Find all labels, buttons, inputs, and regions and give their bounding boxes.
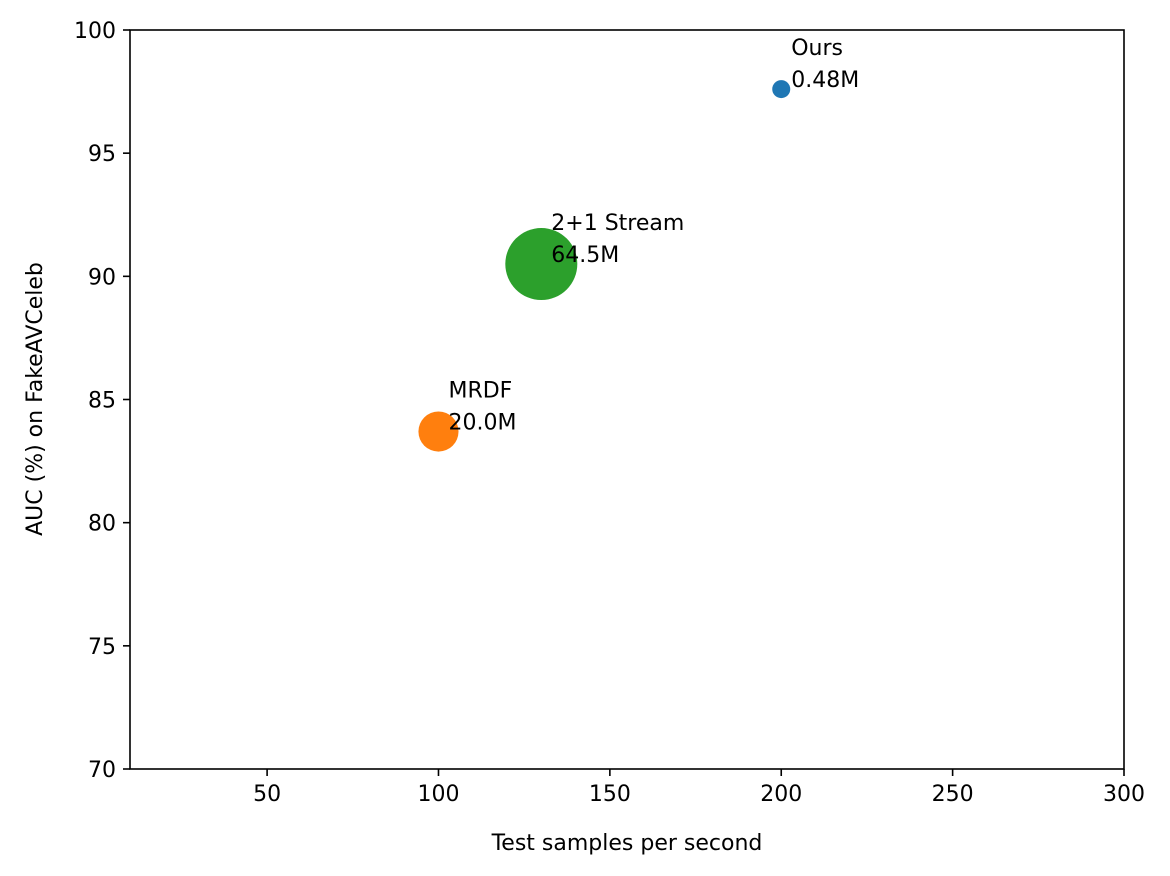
y-tick-label: 80: [88, 512, 116, 537]
x-axis-ticks: 50 100 150 200 250 300: [253, 769, 1145, 807]
x-tick-label: 50: [253, 782, 281, 807]
x-tick-label: 250: [932, 782, 974, 807]
y-tick-label: 85: [88, 389, 116, 414]
plot-frame: [129, 29, 1125, 770]
point-label-name: Ours: [791, 36, 843, 61]
point-label-params: 0.48M: [791, 68, 859, 93]
y-tick-label: 90: [88, 265, 116, 290]
scatter-point: [505, 228, 578, 301]
point-label-name: 2+1 Stream: [551, 211, 684, 236]
x-tick-label: 100: [417, 782, 459, 807]
x-tick-label: 150: [589, 782, 631, 807]
y-tick-label: 70: [88, 758, 116, 783]
point-label-params: 64.5M: [551, 243, 619, 268]
x-axis-label: Test samples per second: [491, 831, 763, 856]
y-tick-label: 95: [88, 142, 116, 167]
point-label-name: MRDF: [448, 379, 512, 404]
x-tick-label: 300: [1103, 782, 1145, 807]
points-layer: Ours 0.48M 2+1 Stream 64.5M MRDF 20.0M: [418, 36, 859, 452]
y-tick-label: 100: [74, 19, 116, 44]
scatter-point: [418, 411, 459, 452]
y-tick-label: 75: [88, 635, 116, 660]
point-label-params: 20.0M: [448, 411, 516, 436]
y-axis-label: AUC (%) on FakeAVCeleb: [23, 262, 48, 536]
x-tick-label: 200: [760, 782, 802, 807]
y-axis-ticks: 70 75 80 85 90 95 100: [74, 19, 130, 783]
scatter-point: [772, 80, 791, 99]
